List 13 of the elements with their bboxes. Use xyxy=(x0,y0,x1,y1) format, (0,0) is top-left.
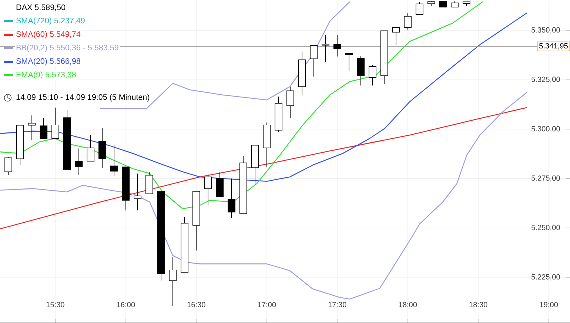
candlestick xyxy=(404,12,412,30)
candlestick xyxy=(169,257,177,306)
candlestick xyxy=(4,156,12,176)
candlestick xyxy=(322,34,330,63)
candlestick xyxy=(28,115,36,141)
candlestick xyxy=(75,148,83,176)
line-series xyxy=(0,107,528,230)
candlestick xyxy=(334,34,342,58)
candlestick xyxy=(263,122,271,168)
candlestick xyxy=(357,56,365,86)
candlestick xyxy=(286,86,294,118)
candlestick xyxy=(98,128,106,168)
candlestick xyxy=(134,174,142,211)
